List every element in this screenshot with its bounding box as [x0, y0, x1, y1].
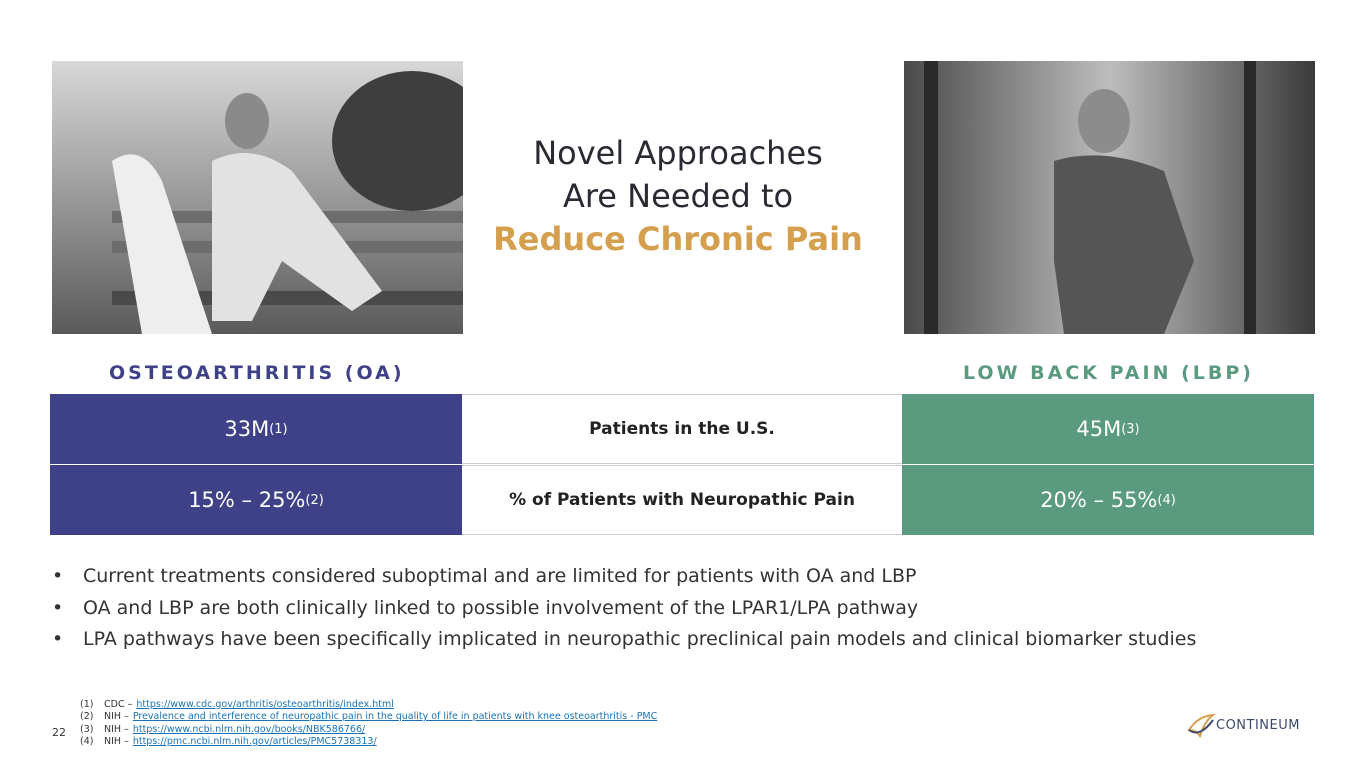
bullet-text: LPA pathways have been specifically impl… [83, 628, 1197, 650]
logo: CONTINEUM [1186, 712, 1300, 738]
oa-cell: 15% – 25% (2) [50, 465, 462, 535]
bullet-dot: • [52, 628, 64, 650]
oa-reference: (1) [269, 421, 288, 437]
lbp-reference: (4) [1157, 492, 1176, 508]
bullet-dot: • [52, 565, 64, 587]
oa-cell: 33M (1) [50, 394, 462, 464]
oa-reference: (2) [305, 492, 324, 508]
footnote-link[interactable]: https://www.cdc.gov/arthritis/osteoarthr… [136, 699, 394, 710]
footnote-source: NIH – [104, 723, 129, 735]
column-header: OSTEOARTHRITIS (OA) [109, 362, 405, 384]
row-label: % of Patients with Neuropathic Pain [462, 465, 902, 535]
title-line: Novel Approaches [533, 134, 823, 172]
logo-icon [1187, 713, 1216, 738]
row-label-text: Patients in the U.S. [589, 419, 775, 439]
footnote-link[interactable]: https://pmc.ncbi.nlm.nih.gov/articles/PM… [132, 735, 377, 747]
footnote-number: (3) [80, 723, 94, 735]
footnote-number: (1) [80, 699, 94, 710]
bullet-dot: • [52, 596, 64, 619]
bullet: • LPA pathways have been specifically imp… [52, 628, 1196, 650]
bullet-text: Current treatments considered suboptimal… [83, 565, 917, 587]
lbp-value: 20% – 55% [1040, 488, 1158, 512]
footnote-number: (2) [80, 711, 94, 723]
footnote-link[interactable]: https://www.ncbi.nlm.nih.gov/books/NBK58… [132, 723, 366, 735]
logo-text: CONTINEUM [1216, 717, 1300, 733]
photo-oa [52, 61, 463, 334]
column-header: LOW BACK PAIN (LBP) [963, 362, 1254, 384]
footnote: (3) NIH – https://www.ncbi.nlm.nih.gov/boo… [80, 724, 365, 735]
footnote: (4) NIH – https://pmc.ncbi.nlm.nih.gov/art… [80, 736, 377, 747]
footnote: (2) NIH – Prevalence and interference of n… [80, 711, 657, 722]
footnote-source: NIH – [104, 711, 129, 723]
footnote-source: CDC – [104, 699, 133, 710]
photo-lbp [904, 61, 1315, 334]
oa-value: 33M [224, 417, 270, 441]
footnote: (1) CDC – https://www.cdc.gov/arthritis/os… [80, 699, 394, 710]
bullet-text: OA and LBP are both clinically linked to… [83, 596, 919, 619]
title-line: Are Needed to [562, 177, 794, 215]
title: Novel Approaches Are Needed to Reduce Ch… [430, 132, 926, 261]
bullet: • OA and LBP are both clinically linked t… [52, 597, 918, 619]
bullet: • Current treatments considered suboptima… [52, 565, 917, 587]
footnote-number: (4) [80, 735, 94, 747]
footnote-source: NIH – [104, 735, 129, 747]
row-label: Patients in the U.S. [462, 394, 902, 464]
lbp-cell: 20% – 55% (4) [902, 465, 1314, 535]
page-number: 22 [52, 726, 66, 739]
lbp-value: 45M [1076, 417, 1122, 441]
row-label-text: % of Patients with Neuropathic Pain [509, 490, 855, 510]
lbp-reference: (3) [1121, 421, 1140, 437]
footnote-link[interactable]: Prevalence and interference of neuropath… [132, 711, 658, 723]
oa-value: 15% – 25% [188, 488, 306, 512]
lbp-cell: 45M (3) [902, 394, 1314, 464]
title-highlight: Reduce Chronic Pain [493, 220, 863, 258]
